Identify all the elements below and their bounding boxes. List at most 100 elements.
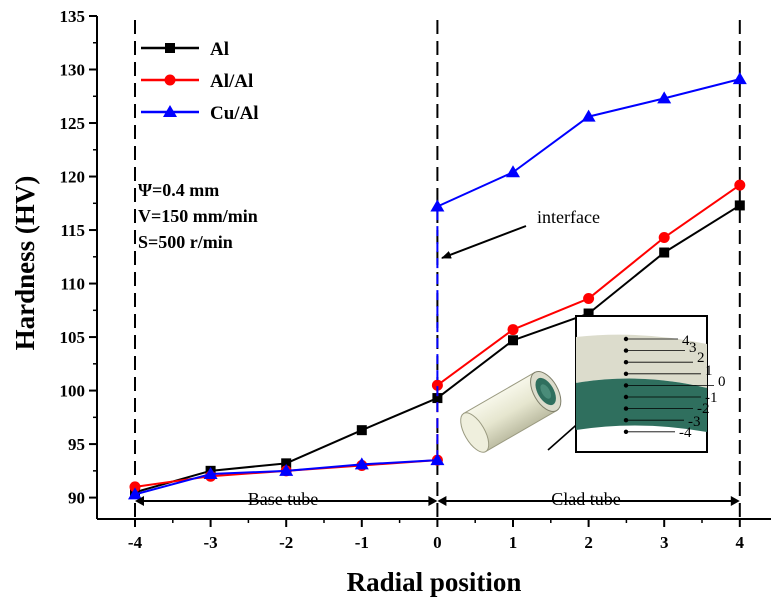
clad-tube-arrow-left-head bbox=[437, 496, 447, 506]
y-tick-label: 115 bbox=[60, 221, 85, 240]
y-tick-label: 90 bbox=[68, 489, 85, 508]
inset-position-label: 2 bbox=[697, 350, 705, 366]
tube-regions: Base tube Clad tube bbox=[135, 489, 740, 511]
x-tick-label: 1 bbox=[509, 533, 518, 552]
inset-position-label: -4 bbox=[679, 425, 692, 441]
param-psi: Ψ=0.4 mm bbox=[138, 180, 219, 200]
data-point-square bbox=[281, 458, 292, 469]
inset-position-dot bbox=[623, 360, 629, 365]
data-point-circle bbox=[431, 379, 443, 391]
series-line-segment bbox=[210, 469, 287, 476]
clad-tube-label: Clad tube bbox=[551, 489, 621, 509]
inset-position-label: 0 bbox=[718, 374, 726, 390]
data-point-square bbox=[734, 200, 745, 211]
data-point-triangle bbox=[732, 72, 747, 85]
inset-position-dot bbox=[623, 418, 629, 423]
data-point-circle bbox=[507, 324, 519, 336]
series-line-segment bbox=[134, 473, 211, 496]
data-point-circle bbox=[658, 232, 670, 244]
series-line-segment bbox=[663, 184, 741, 239]
x-tick-label: -4 bbox=[128, 533, 143, 552]
param-v: V=150 mm/min bbox=[138, 206, 258, 226]
axis-ticks: -4 -3 -2 -1 0 1 2 3 4909510010511011512012513013… bbox=[60, 7, 745, 552]
data-point-triangle bbox=[279, 463, 294, 476]
interface-label: interface bbox=[537, 207, 600, 227]
series-line-segment bbox=[512, 297, 589, 331]
series-line-segment bbox=[663, 78, 741, 100]
series-line-segment bbox=[286, 463, 362, 472]
data-point-square bbox=[356, 425, 367, 436]
legend-label: Al bbox=[210, 39, 229, 60]
data-point-square bbox=[508, 335, 518, 346]
tube-illustration bbox=[460, 371, 627, 453]
y-tick-label: 120 bbox=[60, 168, 86, 187]
x-tick-label: 2 bbox=[584, 533, 593, 552]
process-parameters: Ψ=0.4 mm V=150 mm/min S=500 r/min bbox=[138, 180, 258, 252]
data-point-triangle bbox=[581, 109, 596, 122]
inset-position-label: -2 bbox=[697, 401, 710, 417]
inset-position-label: -3 bbox=[688, 414, 701, 430]
data-point-triangle bbox=[506, 165, 520, 178]
y-tick-label: 105 bbox=[60, 328, 86, 347]
y-tick-label: 125 bbox=[60, 114, 86, 133]
inset-position-label: 1 bbox=[705, 363, 713, 379]
series-line-segment bbox=[361, 459, 438, 466]
y-tick-label: 95 bbox=[68, 435, 85, 454]
inset-inner-layer bbox=[576, 378, 707, 432]
series-line-segment bbox=[210, 462, 287, 472]
inset-position-label: 3 bbox=[689, 340, 697, 356]
data-point-square bbox=[165, 43, 175, 53]
inset-outer-layer bbox=[576, 334, 707, 388]
y-axis-title: Hardness (HV) bbox=[10, 176, 40, 351]
inset-position-label: 4 bbox=[682, 333, 690, 349]
inset-position-dot bbox=[623, 336, 629, 342]
inset-position-label: -1 bbox=[705, 390, 718, 406]
legend-label: Cu/Al bbox=[210, 103, 259, 124]
series-line-segment bbox=[361, 397, 438, 432]
series-line-segment bbox=[285, 429, 363, 465]
inset-position-dot bbox=[623, 371, 629, 376]
x-tick-label: 4 bbox=[736, 533, 745, 552]
x-tick-label: -3 bbox=[204, 533, 218, 552]
base-tube-arrow-left-head bbox=[135, 496, 144, 506]
data-point-square bbox=[432, 393, 443, 404]
inset-position-dot bbox=[623, 383, 629, 388]
data-point-square bbox=[659, 247, 670, 258]
interface-annotation: interface bbox=[441, 207, 600, 259]
y-tick-label: 100 bbox=[60, 382, 86, 401]
series-line-segment bbox=[436, 339, 514, 399]
inset-position-dot bbox=[623, 394, 629, 400]
data-point-circle bbox=[734, 179, 746, 191]
data-point-triangle bbox=[128, 487, 142, 500]
data-point-triangle bbox=[657, 91, 672, 104]
data-point-triangle bbox=[163, 105, 177, 117]
series-line-segment bbox=[512, 115, 590, 174]
clad-tube-arrow-right-head bbox=[730, 496, 740, 506]
x-tick-label: -2 bbox=[279, 533, 293, 552]
param-s: S=500 r/min bbox=[138, 232, 233, 252]
series-line-segment bbox=[587, 251, 665, 315]
data-point-circle bbox=[583, 293, 595, 305]
base-tube-arrow-right-head bbox=[428, 496, 438, 506]
data-point-triangle bbox=[203, 467, 218, 480]
x-tick-label: 3 bbox=[660, 533, 669, 552]
data-point-triangle bbox=[430, 453, 445, 466]
series-cu-al bbox=[128, 72, 747, 500]
y-tick-label: 135 bbox=[60, 7, 86, 26]
data-point-triangle bbox=[430, 199, 445, 212]
x-axis-title: Radial position bbox=[347, 567, 522, 597]
data-point-square bbox=[583, 308, 594, 319]
data-point-circle bbox=[164, 74, 176, 86]
series-line-segment bbox=[436, 328, 514, 387]
legend-label: Al/Al bbox=[210, 71, 253, 92]
series-line-segment bbox=[588, 97, 665, 118]
inset-position-dot bbox=[623, 406, 629, 411]
data-point-circle bbox=[129, 481, 141, 493]
x-tick-label: -1 bbox=[355, 533, 369, 552]
series-line-segment bbox=[587, 236, 665, 300]
x-tick-label: 0 bbox=[433, 533, 442, 552]
y-tick-label: 110 bbox=[60, 275, 85, 294]
interface-arrow bbox=[441, 225, 527, 259]
